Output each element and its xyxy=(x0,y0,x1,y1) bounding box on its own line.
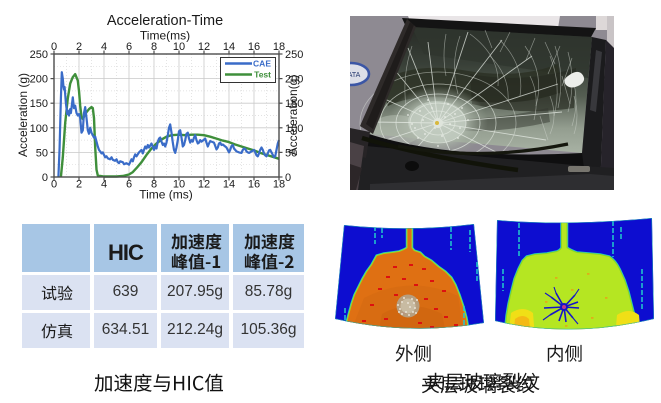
svg-text:0: 0 xyxy=(42,172,48,184)
svg-text:Acceleration (g): Acceleration (g) xyxy=(16,73,30,157)
svg-text:200: 200 xyxy=(30,74,48,86)
svg-text:12: 12 xyxy=(198,179,210,191)
svg-text:16: 16 xyxy=(248,179,260,191)
svg-text:100: 100 xyxy=(285,123,303,135)
svg-text:Acceleration(g): Acceleration(g) xyxy=(286,75,300,156)
svg-text:14: 14 xyxy=(223,41,235,53)
svg-text:250: 250 xyxy=(285,49,303,61)
svg-text:Time(ms): Time(ms) xyxy=(140,29,190,43)
svg-text:150: 150 xyxy=(285,98,303,110)
svg-text:8: 8 xyxy=(151,179,157,191)
svg-text:16: 16 xyxy=(248,41,260,53)
svg-text:CAE: CAE xyxy=(253,59,271,69)
svg-text:14: 14 xyxy=(223,179,235,191)
svg-text:6: 6 xyxy=(126,179,132,191)
svg-text:100: 100 xyxy=(30,123,48,135)
svg-text:Test: Test xyxy=(254,70,271,80)
svg-text:Acceleration-Time: Acceleration-Time xyxy=(107,13,223,29)
svg-text:10: 10 xyxy=(173,41,185,53)
svg-text:6: 6 xyxy=(126,41,132,53)
svg-text:4: 4 xyxy=(101,41,107,53)
svg-text:18: 18 xyxy=(273,41,285,53)
svg-text:18: 18 xyxy=(273,179,285,191)
svg-text:50: 50 xyxy=(36,147,48,159)
svg-text:2: 2 xyxy=(76,41,82,53)
svg-text:0: 0 xyxy=(285,172,291,184)
svg-text:10: 10 xyxy=(173,179,185,191)
svg-text:4: 4 xyxy=(101,179,107,191)
svg-text:200: 200 xyxy=(285,74,303,86)
svg-text:ATA: ATA xyxy=(350,72,361,79)
svg-text:50: 50 xyxy=(285,147,297,159)
svg-text:250: 250 xyxy=(30,49,48,61)
svg-text:Time (ms): Time (ms) xyxy=(139,188,193,202)
svg-text:150: 150 xyxy=(30,98,48,110)
svg-text:8: 8 xyxy=(151,41,157,53)
svg-text:2: 2 xyxy=(76,179,82,191)
svg-text:0: 0 xyxy=(51,41,57,53)
svg-text:12: 12 xyxy=(198,41,210,53)
svg-text:0: 0 xyxy=(51,179,57,191)
